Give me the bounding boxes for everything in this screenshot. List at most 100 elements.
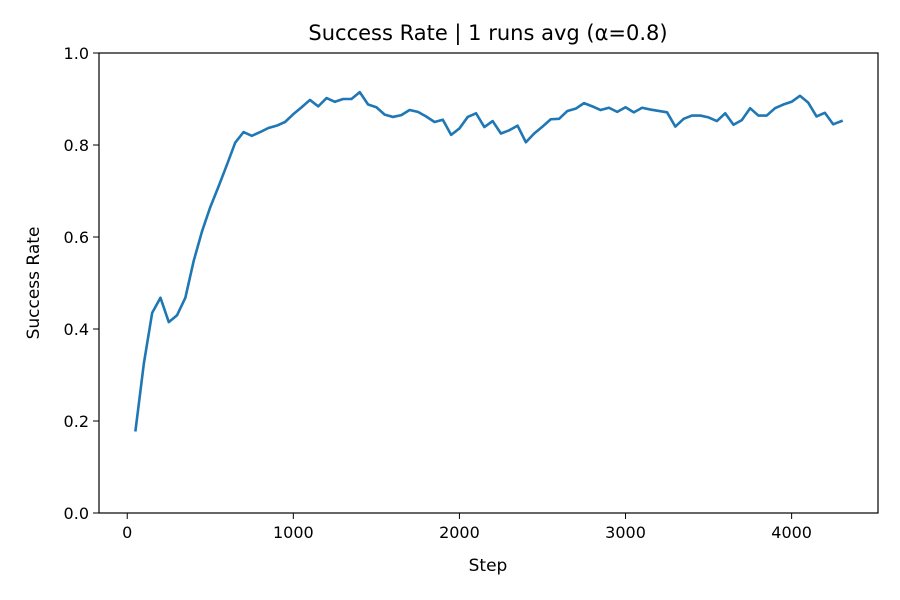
data-point — [466, 116, 469, 118]
data-point — [284, 121, 286, 123]
data-point — [724, 112, 726, 115]
data-point — [425, 115, 428, 118]
data-point — [583, 102, 585, 104]
data-point — [483, 126, 486, 128]
data-point — [358, 91, 361, 93]
data-point — [408, 109, 411, 111]
data-point — [309, 99, 311, 101]
data-point — [732, 123, 735, 126]
data-point — [417, 111, 419, 113]
data-point — [633, 111, 635, 114]
data-point — [450, 134, 452, 136]
data-point — [350, 98, 353, 100]
data-point — [209, 206, 212, 208]
data-point — [500, 132, 502, 135]
data-point — [799, 94, 801, 97]
data-point — [757, 114, 760, 117]
data-point — [143, 362, 145, 365]
plot-area — [134, 90, 844, 432]
data-point — [433, 121, 436, 123]
data-point — [334, 100, 336, 103]
data-point — [217, 185, 220, 188]
x-tick-label: 1000 — [273, 523, 314, 542]
data-point — [201, 230, 203, 233]
data-point — [790, 100, 793, 103]
y-tick-label: 0.0 — [64, 504, 89, 523]
data-point — [691, 114, 693, 117]
data-point — [765, 114, 768, 117]
data-point — [840, 120, 843, 122]
data-point — [699, 114, 702, 117]
x-tick-label: 0 — [122, 523, 132, 542]
x-tick-label: 2000 — [439, 523, 480, 542]
data-point — [342, 98, 344, 100]
y-tick-label: 0.8 — [64, 136, 89, 155]
data-point — [442, 118, 444, 121]
axes-frame — [98, 52, 879, 514]
data-point — [383, 113, 386, 116]
y-tick-label: 0.6 — [64, 228, 89, 247]
y-tick-label: 1.0 — [64, 44, 89, 63]
data-point — [458, 127, 461, 130]
chart-title: Success Rate | 1 runs avg (α=0.8) — [308, 21, 667, 46]
data-point — [516, 124, 519, 127]
data-point — [525, 141, 527, 144]
data-point — [375, 106, 378, 109]
data-point — [151, 312, 153, 314]
data-point — [749, 107, 751, 109]
data-point — [707, 116, 710, 119]
axis-ticks: 0 1000 2000 3000 4000 0.0 0.2 0.4 0.6 0.8 1.0 — [64, 44, 812, 542]
data-point — [657, 110, 660, 112]
data-point — [566, 110, 569, 112]
data-point — [242, 131, 245, 133]
data-point — [192, 260, 195, 262]
data-point — [234, 141, 236, 144]
data-point — [176, 314, 178, 317]
y-tick-label: 0.2 — [64, 412, 89, 431]
data-point — [317, 105, 320, 108]
data-point — [549, 118, 552, 121]
data-point — [774, 107, 776, 109]
data-point — [815, 115, 818, 118]
data-point — [641, 106, 643, 109]
data-point — [259, 131, 261, 133]
data-point — [508, 129, 511, 132]
data-point — [167, 321, 170, 323]
data-point — [649, 108, 652, 111]
data-point — [300, 106, 303, 109]
data-point — [325, 97, 328, 99]
data-point — [541, 125, 544, 128]
data-point — [624, 106, 627, 109]
data-point — [533, 132, 535, 135]
data-point — [267, 127, 270, 129]
data-point — [400, 114, 403, 116]
data-point — [616, 111, 619, 113]
data-point — [558, 117, 560, 120]
x-axis-label: Step — [469, 556, 508, 576]
data-point — [184, 296, 187, 299]
data-point — [674, 125, 677, 128]
data-point — [134, 429, 137, 432]
data-point — [292, 113, 295, 115]
data-point — [591, 105, 594, 108]
data-point — [682, 117, 685, 120]
x-tick-label: 3000 — [605, 523, 646, 542]
data-point — [782, 103, 785, 106]
success-rate-line — [134, 90, 844, 432]
data-point — [666, 111, 668, 114]
data-point — [807, 101, 810, 104]
y-axis-label: Success Rate — [24, 227, 44, 340]
data-point — [716, 120, 718, 122]
data-point — [491, 120, 494, 122]
y-tick-label: 0.4 — [64, 320, 89, 339]
data-point — [251, 135, 253, 137]
data-point — [574, 107, 577, 110]
data-point — [741, 119, 743, 121]
data-point — [367, 103, 369, 106]
data-point — [275, 124, 278, 127]
data-point — [475, 112, 477, 115]
data-point — [832, 123, 834, 126]
data-point — [226, 163, 228, 166]
data-point — [392, 116, 394, 118]
